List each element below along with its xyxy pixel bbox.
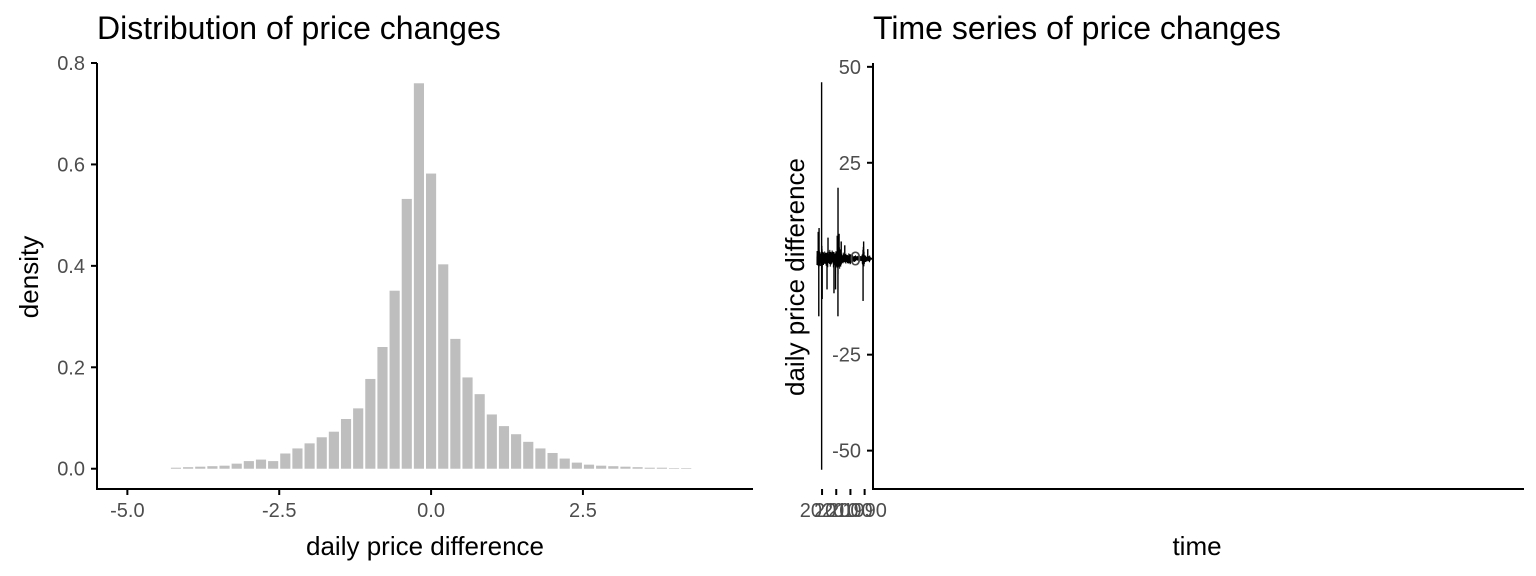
timeseries-y-tick-label: 50 bbox=[839, 57, 861, 79]
timeseries-y-ticks: -50 -25 0 25 50 bbox=[832, 57, 873, 463]
histogram-bar bbox=[243, 461, 254, 469]
histogram-y-tick-label: 0.0 bbox=[57, 459, 85, 481]
histogram-bar bbox=[219, 465, 230, 469]
histogram-bar bbox=[608, 466, 619, 469]
histogram-bar bbox=[268, 461, 279, 469]
histogram-title: Distribution of price changes bbox=[97, 10, 501, 46]
timeseries-line bbox=[816, 244, 871, 276]
histogram-bar bbox=[644, 467, 655, 469]
histogram-bar bbox=[559, 458, 570, 469]
histogram-bar bbox=[231, 463, 242, 469]
histogram-bar bbox=[656, 467, 667, 469]
timeseries-x-tick-label: 2000 bbox=[828, 500, 873, 522]
histogram-x-tick-label: -5.0 bbox=[110, 500, 144, 522]
timeseries-x-tick-label: 2010 bbox=[814, 500, 859, 522]
timeseries-y-tick-label: -50 bbox=[832, 441, 861, 463]
histogram-bar bbox=[426, 173, 437, 469]
timeseries-panel: Time series of price changes -50 -25 0 25 50… bbox=[780, 10, 1524, 561]
histogram-bar bbox=[523, 441, 534, 469]
histogram-bar bbox=[316, 437, 327, 469]
histogram-bar bbox=[632, 467, 643, 469]
histogram-bar bbox=[353, 408, 364, 469]
histogram-x-axis-title: daily price difference bbox=[306, 531, 544, 561]
histogram-bar bbox=[498, 426, 510, 469]
timeseries-title: Time series of price changes bbox=[873, 10, 1281, 46]
timeseries-x-tick-label: 1990 bbox=[842, 500, 887, 522]
timeseries-y-axis-title: daily price difference bbox=[780, 158, 810, 396]
histogram-bar bbox=[183, 467, 194, 469]
histogram-x-ticks: -5.0 -2.5 0.0 2.5 bbox=[110, 489, 597, 522]
histogram-bar bbox=[207, 466, 218, 469]
histogram-bar bbox=[583, 464, 595, 469]
timeseries-y-tick-label: -25 bbox=[832, 345, 861, 367]
histogram-bar bbox=[170, 467, 182, 469]
histogram-y-ticks: 0.0 0.2 0.4 0.6 0.8 bbox=[57, 53, 97, 481]
histogram-bar bbox=[474, 394, 485, 469]
histogram-y-tick-label: 0.8 bbox=[57, 53, 85, 75]
histogram-bar bbox=[620, 466, 631, 469]
histogram-y-axis-title: density bbox=[14, 236, 44, 318]
histogram-bar bbox=[511, 434, 522, 469]
histogram-bar bbox=[668, 468, 680, 469]
histogram-bar bbox=[681, 468, 692, 469]
histogram-bar bbox=[547, 452, 558, 469]
histogram-bar bbox=[328, 431, 339, 469]
timeseries-y-tick-label: 25 bbox=[839, 153, 861, 175]
histogram-y-tick-label: 0.4 bbox=[57, 256, 85, 278]
histogram-bar bbox=[450, 338, 461, 469]
histogram-bar bbox=[292, 448, 303, 469]
histogram-bar bbox=[389, 290, 400, 469]
timeseries-x-tick-label: 2020 bbox=[800, 500, 845, 522]
histogram-bar bbox=[535, 448, 546, 469]
histogram-x-tick-label: 0.0 bbox=[417, 500, 445, 522]
histogram-bar bbox=[377, 347, 388, 469]
histogram-bar bbox=[255, 459, 267, 469]
timeseries-x-axis-title: time bbox=[1172, 531, 1221, 561]
timeseries-y-tick-label: 0 bbox=[850, 249, 861, 271]
histogram-bar bbox=[462, 377, 473, 469]
timeseries-spikes bbox=[817, 82, 869, 470]
histogram-bar bbox=[596, 465, 607, 469]
histogram-y-tick-label: 0.2 bbox=[57, 357, 85, 379]
histogram-x-tick-label: -2.5 bbox=[262, 500, 296, 522]
histogram-bar bbox=[365, 378, 376, 469]
histogram-bar bbox=[195, 466, 206, 469]
histogram-bar bbox=[571, 462, 582, 469]
histogram-bar bbox=[413, 83, 424, 469]
histogram-bar bbox=[486, 414, 497, 469]
histogram-bar bbox=[304, 443, 315, 469]
histogram-bar bbox=[438, 264, 449, 469]
histogram-bars bbox=[170, 83, 692, 469]
histogram-y-tick-label: 0.6 bbox=[57, 154, 85, 176]
histogram-bar bbox=[280, 453, 291, 469]
histogram-bar bbox=[340, 419, 352, 469]
histogram-panel: Distribution of price changes 0.00.20.40… bbox=[14, 10, 753, 561]
histogram-bar bbox=[401, 198, 412, 469]
histogram-x-tick-label: 2.5 bbox=[569, 500, 597, 522]
